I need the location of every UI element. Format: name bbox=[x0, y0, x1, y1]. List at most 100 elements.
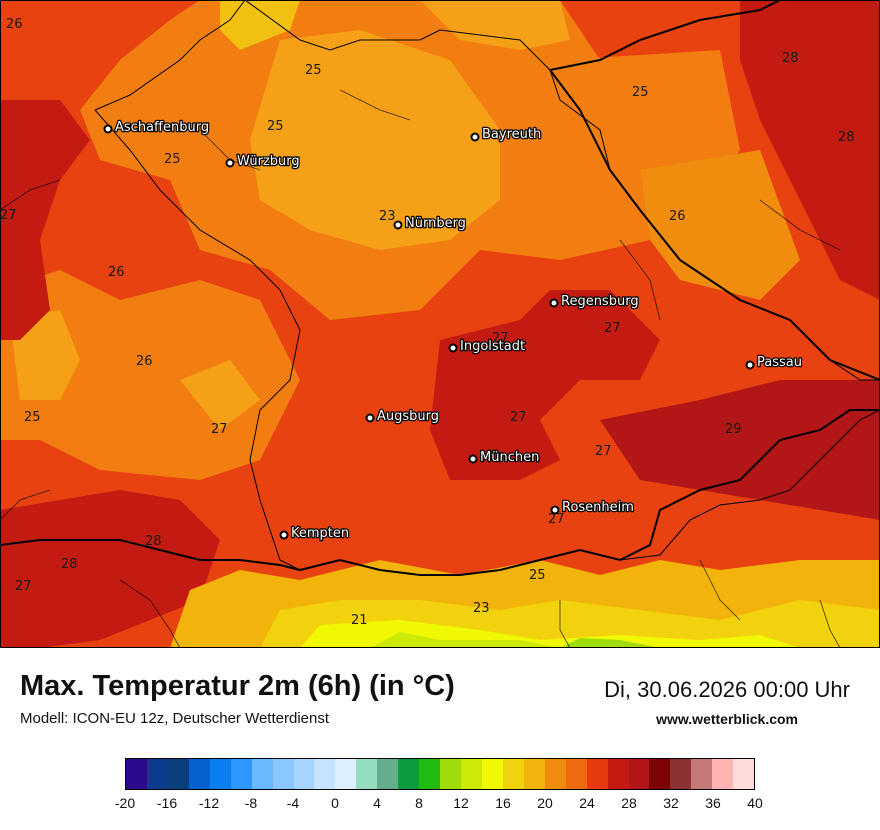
colorbar-swatch bbox=[419, 759, 441, 789]
temperature-zone-25-west bbox=[0, 270, 300, 480]
colorbar-swatch bbox=[146, 759, 168, 789]
temperature-zone-28-southwest bbox=[0, 490, 220, 648]
city-label: Kempten bbox=[291, 526, 349, 541]
temperature-zone-27-center bbox=[430, 290, 660, 480]
city-dot bbox=[448, 343, 458, 353]
temperature-map: 26 25 25 25 28 28 25 23 26 26 25 26 27 2… bbox=[0, 0, 880, 648]
isotherm-label: 28 bbox=[145, 534, 162, 549]
colorbar-tick-label: 12 bbox=[453, 795, 469, 811]
city-dot bbox=[468, 454, 478, 464]
isotherm-label: 27 bbox=[604, 321, 621, 336]
city-dot bbox=[470, 132, 480, 142]
temperature-zone-alps-14 bbox=[370, 632, 560, 648]
colorbar-swatch bbox=[314, 759, 336, 789]
colorbar-swatch bbox=[649, 759, 671, 789]
city-dot bbox=[393, 220, 403, 230]
forecast-datetime: Di, 30.06.2026 00:00 Uhr bbox=[604, 677, 850, 702]
colorbar-tick-label: 20 bbox=[537, 795, 553, 811]
city-ingolstadt[interactable]: Ingolstadt bbox=[448, 338, 526, 355]
colorbar-tick-label: 24 bbox=[579, 795, 595, 811]
colorbar-tick-label: -12 bbox=[198, 795, 220, 811]
colorbar-swatch bbox=[272, 759, 294, 789]
colorbar-swatch bbox=[565, 759, 587, 789]
city-kempten[interactable]: Kempten bbox=[279, 525, 350, 542]
colorbar-swatch bbox=[356, 759, 378, 789]
city-markers: Aschaffenburg Würzburg Bayreuth Nürnberg… bbox=[103, 119, 803, 542]
colorbar-tick-label: 8 bbox=[415, 795, 423, 811]
isotherm-label: 25 bbox=[164, 152, 181, 167]
city-aschaffenburg[interactable]: Aschaffenburg bbox=[103, 119, 210, 136]
isotherm-label: 26 bbox=[6, 17, 23, 32]
temperature-colorbar bbox=[125, 758, 755, 790]
colorbar-swatch bbox=[377, 759, 399, 789]
isotherm-label: 25 bbox=[529, 568, 546, 583]
isotherm-label: 25 bbox=[305, 63, 322, 78]
city-bayreuth[interactable]: Bayreuth bbox=[470, 126, 543, 143]
temperature-zone-24 bbox=[250, 30, 500, 250]
website-link[interactable]: www.wetterblick.com bbox=[656, 711, 798, 727]
colorbar-tick-label: -16 bbox=[156, 795, 178, 811]
state-border bbox=[94, 0, 880, 576]
city-label: Regensburg bbox=[561, 294, 639, 309]
colorbar-swatch bbox=[670, 759, 692, 789]
colorbar-tick-label: 32 bbox=[663, 795, 679, 811]
city-dot bbox=[549, 298, 559, 308]
city-dot bbox=[279, 530, 289, 540]
isotherm-label: 27 bbox=[0, 208, 17, 223]
isotherm-label: 23 bbox=[473, 601, 490, 616]
colorbar-swatch bbox=[440, 759, 461, 789]
city-muenchen[interactable]: München bbox=[468, 449, 541, 466]
city-passau[interactable]: Passau bbox=[745, 354, 803, 371]
city-regensburg[interactable]: Regensburg bbox=[549, 293, 640, 310]
colorbar-swatch bbox=[251, 759, 273, 789]
colorbar-swatch bbox=[628, 759, 650, 789]
temperature-zone-alps-12 bbox=[560, 638, 660, 648]
colorbar-tick-label: 28 bbox=[621, 795, 637, 811]
temperature-zone-27-west bbox=[0, 100, 90, 340]
colorbar-swatch bbox=[691, 759, 713, 789]
temperature-zone-28-northeast bbox=[740, 0, 880, 300]
temperature-zone-25-north bbox=[420, 0, 570, 50]
colorbar-swatch bbox=[230, 759, 252, 789]
colorbar-swatch bbox=[523, 759, 545, 789]
city-label: Passau bbox=[757, 355, 802, 370]
city-augsburg[interactable]: Augsburg bbox=[365, 408, 440, 425]
temperature-zone-24-north bbox=[220, 0, 300, 50]
colorbar-swatch bbox=[188, 759, 210, 789]
isotherm-label: 23 bbox=[379, 209, 396, 224]
city-rosenheim[interactable]: Rosenheim bbox=[550, 499, 635, 516]
isotherm-label: 27 bbox=[548, 512, 565, 527]
country-border bbox=[0, 0, 880, 576]
city-label: München bbox=[480, 450, 539, 465]
model-source: Modell: ICON-EU 12z, Deutscher Wetterdie… bbox=[20, 710, 330, 727]
city-nuernberg[interactable]: Nürnberg bbox=[393, 215, 467, 232]
isotherm-label: 25 bbox=[24, 410, 41, 425]
city-dot bbox=[103, 124, 113, 134]
colorbar-swatch bbox=[586, 759, 608, 789]
isotherm-label: 25 bbox=[267, 119, 284, 134]
colorbar-swatch bbox=[502, 759, 524, 789]
colorbar-swatch bbox=[461, 759, 482, 789]
isotherm-label: 27 bbox=[211, 422, 228, 437]
colorbar-swatch bbox=[398, 759, 420, 789]
colorbar-tick-label: -4 bbox=[286, 795, 300, 811]
city-label: Ingolstadt bbox=[460, 339, 525, 354]
colorbar-tick-label: 0 bbox=[331, 795, 339, 811]
map-title: Max. Temperatur 2m (6h) (in °C) bbox=[20, 670, 455, 702]
city-label: Bayreuth bbox=[482, 127, 541, 142]
colorbar-tick-label: -20 bbox=[114, 795, 136, 811]
isotherm-label: 29 bbox=[725, 422, 742, 437]
city-label: Aschaffenburg bbox=[115, 120, 209, 135]
colorbar-swatch bbox=[544, 759, 566, 789]
city-dot bbox=[225, 158, 235, 168]
isotherm-label: 21 bbox=[351, 613, 368, 628]
colorbar-tick-label: 16 bbox=[495, 795, 511, 811]
city-label: Augsburg bbox=[377, 409, 439, 424]
temperature-zone-29-southeast bbox=[600, 380, 880, 520]
colorbar-swatch bbox=[209, 759, 231, 789]
colorbar-swatch bbox=[481, 759, 503, 789]
city-wuerzburg[interactable]: Würzburg bbox=[225, 153, 301, 170]
city-dot bbox=[745, 360, 755, 370]
colorbar-swatch bbox=[712, 759, 734, 789]
colorbar-swatch bbox=[733, 759, 755, 789]
